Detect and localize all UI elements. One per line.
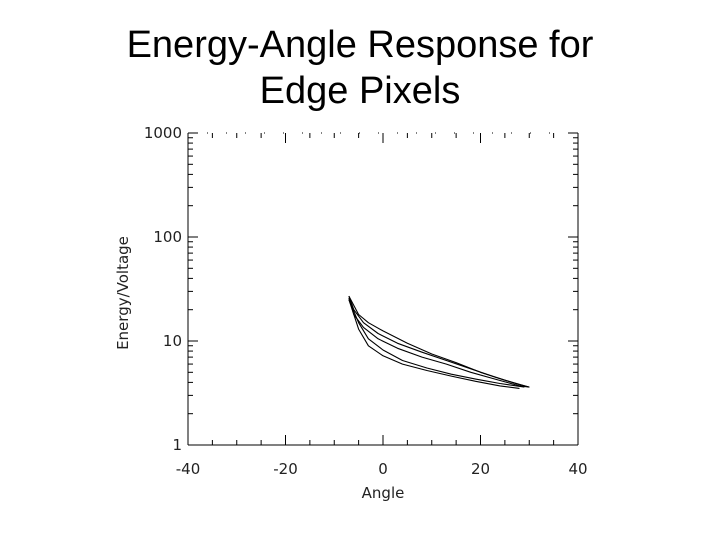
x-tick-label: -40 (176, 460, 201, 478)
data-series (348, 295, 530, 389)
response-curve-2 (348, 295, 530, 388)
x-tick-label: 0 (378, 460, 388, 478)
y-tick-label: 10 (163, 332, 182, 350)
response-curve-3 (348, 297, 530, 388)
x-tick-label: 40 (568, 460, 587, 478)
axis-ticks (187, 132, 579, 446)
x-tick-label: -20 (273, 460, 298, 478)
y-tick-label: 100 (153, 228, 182, 246)
plot-frame (187, 132, 579, 446)
response-curve-5 (348, 299, 520, 389)
chart-title-line-2: Edge Pixels (259, 70, 461, 112)
y-tick-label: 1 (172, 436, 182, 454)
axis-tick-labels: -40 -20 0 20 40 1 10 100 1000 (144, 124, 588, 478)
x-axis-label: Angle (362, 484, 405, 502)
chart-title-line-1: Energy-Angle Response for (126, 24, 594, 66)
x-tick-label: 20 (471, 460, 490, 478)
y-axis-label: Energy/Voltage (114, 236, 132, 350)
response-curve-4 (348, 299, 525, 388)
y-tick-label: 1000 (144, 124, 182, 142)
chart-title: Energy-Angle Response for Edge Pixels (0, 22, 720, 114)
